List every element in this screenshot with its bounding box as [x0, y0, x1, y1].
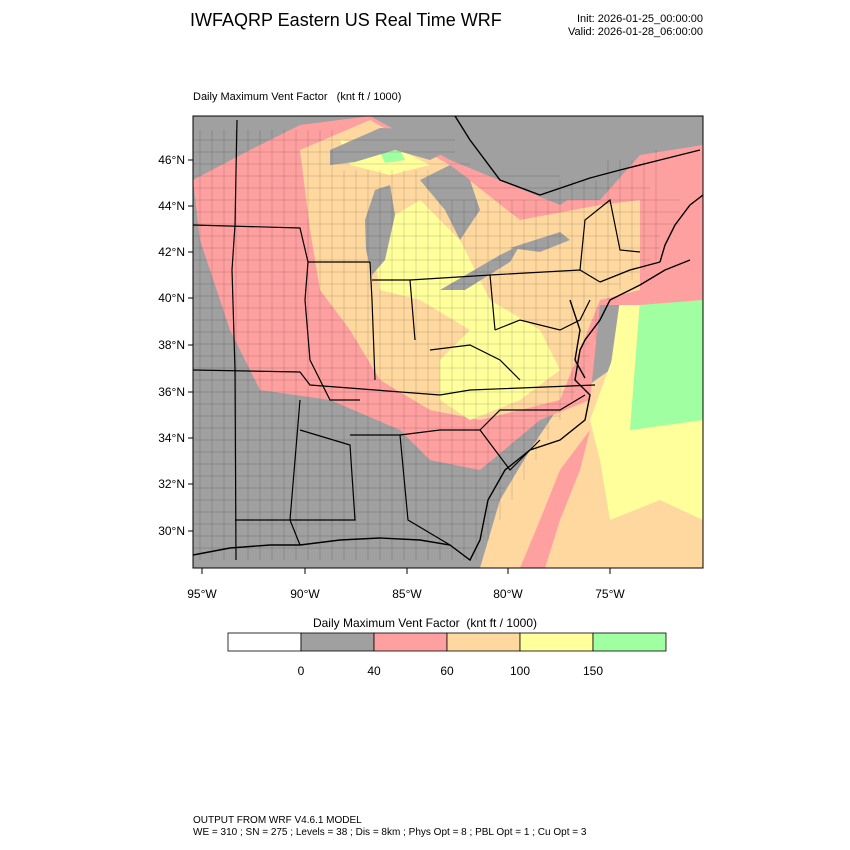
model-info: OUTPUT FROM WRF V4.6.1 MODEL WE = 310 ; … [193, 815, 586, 839]
colorbar-tick-label: 60 [440, 664, 454, 678]
lat-label: 32°N [158, 477, 185, 491]
lake-ontario [510, 232, 570, 252]
field-canada-gray [455, 116, 703, 200]
lat-label: 40°N [158, 291, 185, 305]
model-info-line2: WE = 310 ; SN = 275 ; Levels = 38 ; Dis … [193, 827, 587, 838]
lat-label: 30°N [158, 524, 185, 538]
state-boundaries [193, 119, 641, 561]
colorbar-tick-label: 0 [298, 664, 305, 678]
colorbar: 0 40 60 100 150 [227, 632, 667, 678]
field-coast-pink [520, 430, 590, 568]
lat-label: 44°N [158, 199, 185, 213]
colorbar-title: Daily Maximum Vent Factor (knt ft / 1000… [312, 616, 538, 630]
colorbar-swatch [300, 632, 375, 652]
county-lines [193, 130, 680, 560]
lat-label: 46°N [158, 153, 185, 167]
longitude-axis: 95°W 90°W 85°W 80°W 75°W [187, 568, 625, 601]
lake-huron [420, 165, 480, 240]
lake-superior [330, 128, 460, 165]
lat-label: 38°N [158, 338, 185, 352]
field-title: Daily Maximum Vent Factor (knt ft / 1000… [193, 91, 402, 103]
model-info-line1: OUTPUT FROM WRF V4.6.1 MODEL [193, 815, 362, 826]
colorbar-swatch [227, 632, 302, 652]
lat-label: 36°N [158, 385, 185, 399]
valid-time: Valid: 2026-01-28_06:00:00 [568, 26, 703, 38]
lat-label: 42°N [158, 245, 185, 259]
field-gulf-gray [193, 540, 480, 568]
coastlines [193, 116, 703, 562]
colorbar-tick-label: 40 [367, 664, 381, 678]
plot-title: IWFAQRP Eastern US Real Time WRF [190, 10, 502, 30]
lat-label: 34°N [158, 431, 185, 445]
latitude-axis: 46°N 44°N 42°N 40°N 38°N 36°N 34°N 32°N … [158, 153, 193, 538]
colorbar-swatch [592, 632, 667, 652]
init-time: Init: 2026-01-25_00:00:00 [577, 13, 703, 25]
colorbar-swatch [373, 632, 448, 652]
map-frame [192, 115, 704, 569]
field-green-spot [380, 150, 405, 163]
lon-label: 95°W [187, 587, 217, 601]
colorbar-swatch [446, 632, 521, 652]
colorbar-tick-label: 100 [510, 664, 530, 678]
colorbar-swatch [519, 632, 594, 652]
lon-label: 90°W [290, 587, 320, 601]
map-area [193, 116, 703, 568]
lon-label: 75°W [595, 587, 625, 601]
colorbar-tick-label: 150 [583, 664, 603, 678]
run-times: Init: 2026-01-25_00:00:00 Valid: 2026-01… [568, 13, 703, 39]
lon-label: 80°W [493, 587, 523, 601]
field-yellow [370, 200, 560, 420]
lon-label: 85°W [392, 587, 422, 601]
